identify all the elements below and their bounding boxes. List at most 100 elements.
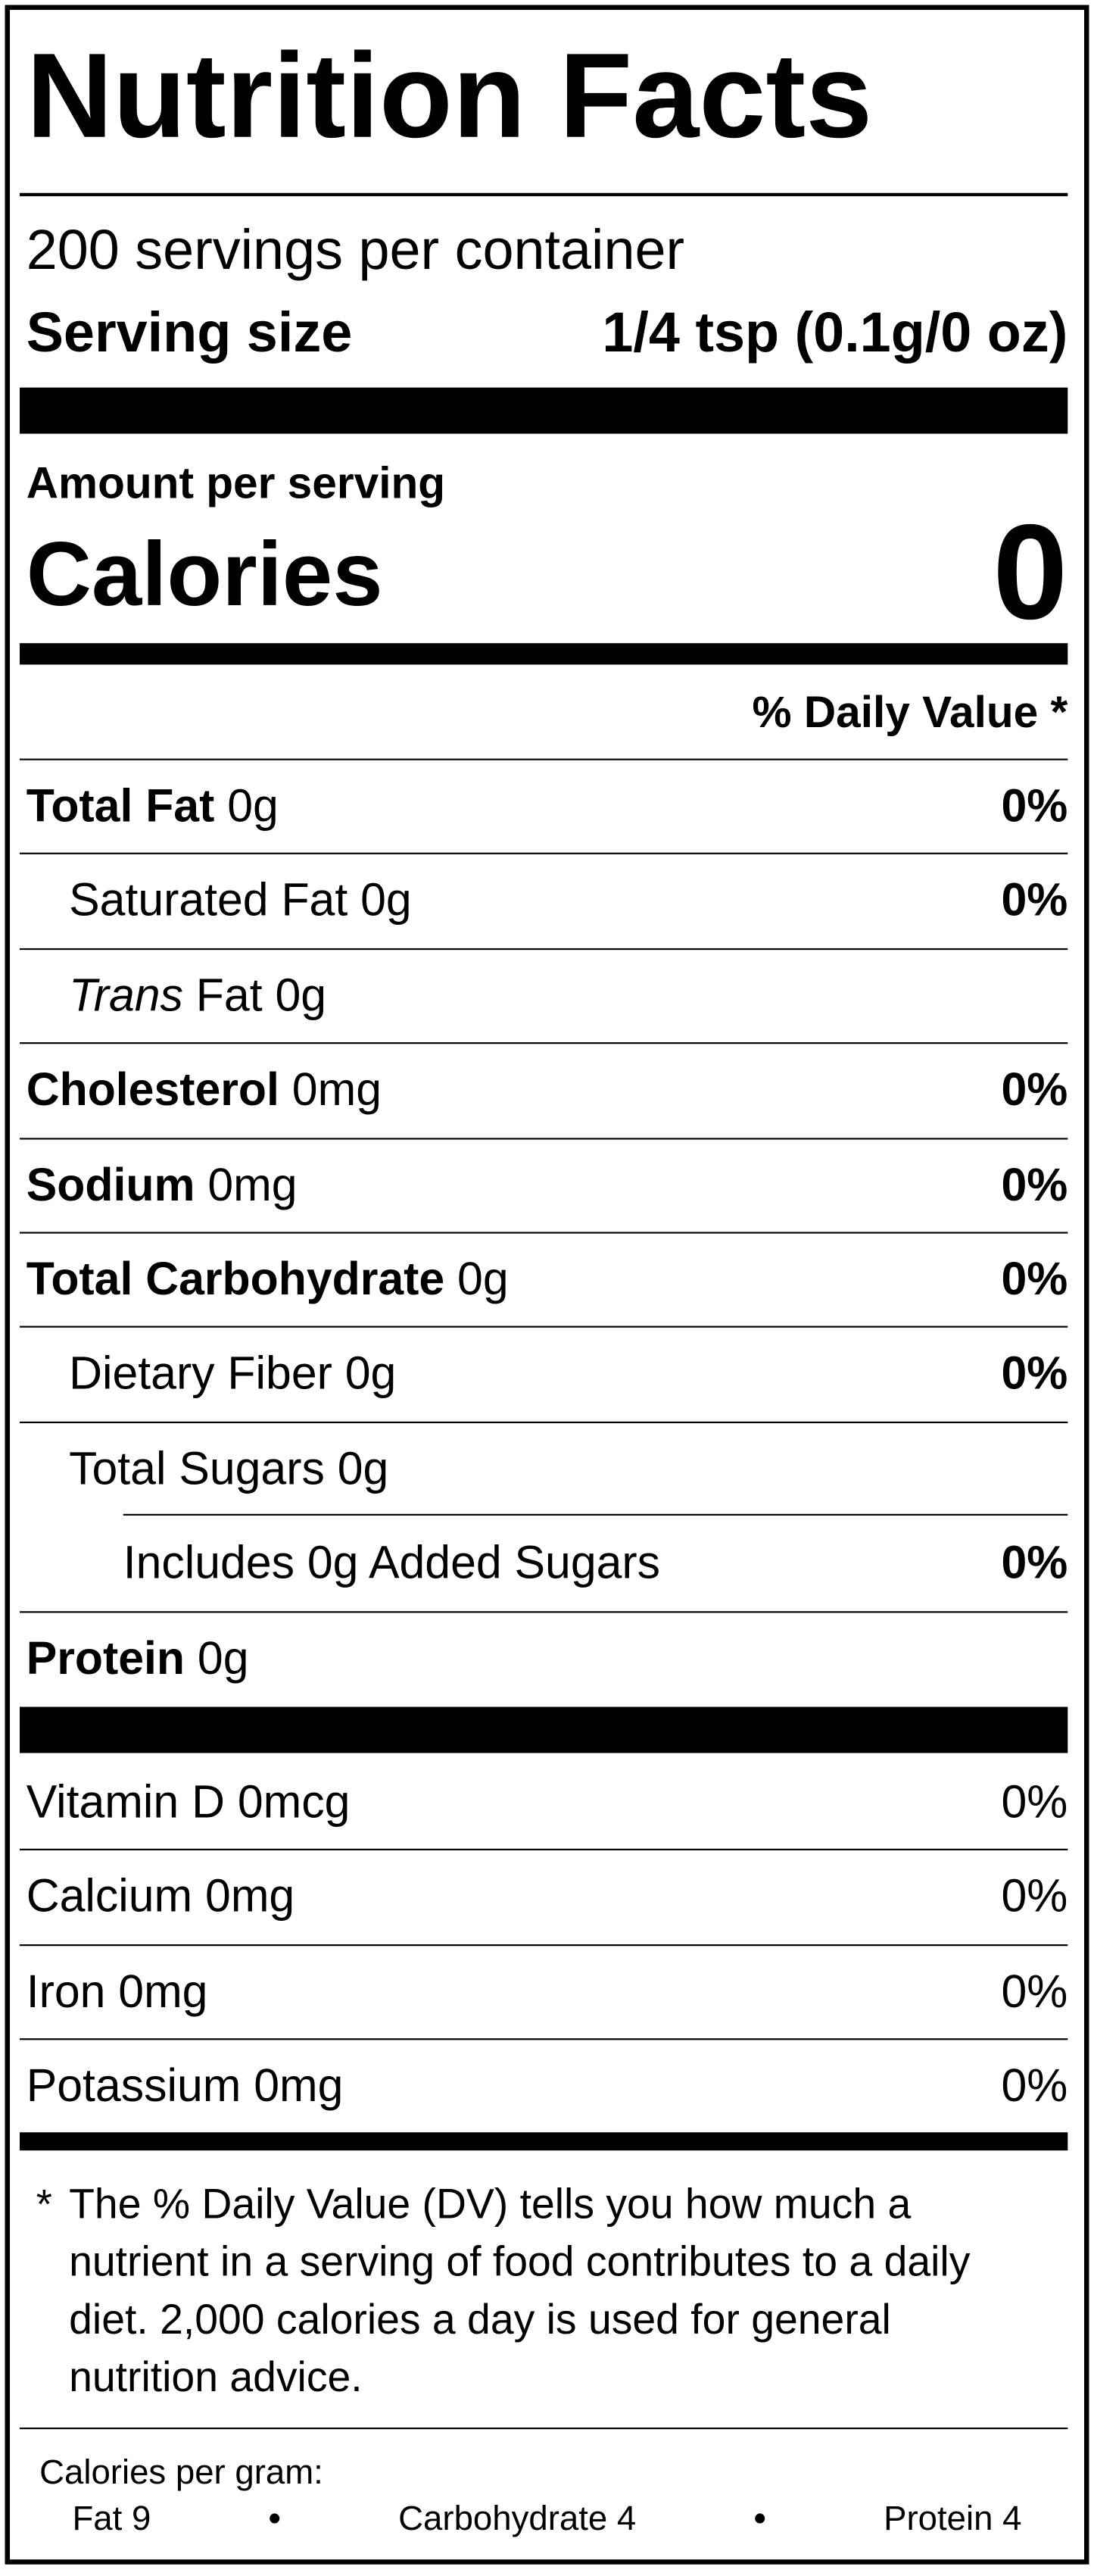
nutrient-dv: 0% [1001, 779, 1068, 832]
vitamin-row: Calcium 0mg 0% [26, 1864, 1068, 1930]
nutrient-amount: 0g [275, 969, 327, 1021]
nutrient-dv: 0% [1001, 874, 1068, 926]
nutrient-amount: 0g [457, 1253, 509, 1305]
rule [20, 758, 1068, 760]
vitamin-name: Vitamin D [26, 1775, 225, 1828]
nutrient-amount: 0g [337, 1442, 389, 1494]
nutrient-dv: 0% [1001, 1537, 1068, 1589]
nutrient-dv: 0% [1001, 1063, 1068, 1116]
rule [20, 1137, 1068, 1139]
rule [20, 1610, 1068, 1613]
nutrient-name: Sodium [26, 1158, 195, 1210]
vitamin-amount: 0mcg [237, 1775, 351, 1828]
rule [20, 948, 1068, 950]
vitamin-row: Iron 0mg 0% [26, 1959, 1068, 2025]
nutrient-row: Total Fat 0g 0% [26, 773, 1068, 839]
nutrient-name: Total Carbohydrate [26, 1253, 445, 1305]
cpg-item: Fat 9 [72, 2500, 151, 2538]
footnote-marker: * [36, 2181, 52, 2228]
nutrient-name: Saturated Fat [69, 874, 348, 926]
calories-per-gram-label: Calories per gram: [39, 2453, 323, 2492]
nutrient-label: Cholesterol 0mg [26, 1064, 382, 1117]
nutrient-row: Total Sugars 0g [69, 1436, 1068, 1502]
vitamin-label: Vitamin D 0mcg [26, 1776, 351, 1829]
rule [20, 1326, 1068, 1329]
calories-label: Calories [26, 523, 383, 626]
nutrient-label: Protein 0g [26, 1632, 249, 1685]
calories: Calories 0 [26, 498, 1068, 648]
nutrient-label: Total Fat 0g [26, 780, 279, 833]
nutrient-name: Dietary Fiber [69, 1347, 332, 1400]
nutrient-label: Sodium 0mg [26, 1159, 298, 1212]
nutrient-row: Sodium 0mg 0% [26, 1152, 1068, 1218]
nutrient-amount: 0mg [291, 1063, 382, 1116]
rule [20, 1042, 1068, 1044]
nutrient-name: Fat [195, 969, 263, 1021]
nutrient-dv: 0% [1001, 1158, 1068, 1210]
vitamin-amount: 0mg [205, 1870, 295, 1922]
nutrient-name: Total Fat [26, 779, 215, 832]
nutrient-amount: 0g [197, 1631, 249, 1684]
rule [123, 1514, 1068, 1516]
bullet: • [753, 2500, 766, 2538]
nutrient-amount: 0mg [207, 1158, 298, 1210]
vitamin-amount: 0mg [254, 2059, 344, 2112]
vitamin-dv: 0% [1001, 2059, 1068, 2112]
nutrient-label: Total Carbohydrate 0g [26, 1254, 509, 1307]
servings: 200 servings per container [26, 219, 685, 283]
bar [20, 643, 1068, 665]
nutrient-label: Saturated Fat 0g [69, 875, 412, 928]
calories-value: 0 [993, 498, 1068, 648]
amount-per-serving: Amount per serving [26, 458, 446, 508]
nutrient-row: Includes 0g Added Sugars 0% [123, 1531, 1068, 1597]
nutrient-row: Cholesterol 0mg 0% [26, 1057, 1068, 1123]
footnote-text: The % Daily Value (DV) tells you how muc… [69, 2181, 971, 2402]
vitamin-dv: 0% [1001, 1965, 1068, 2017]
nutrient-amount: 0g [227, 779, 279, 832]
nutrient-label: Total Sugars 0g [69, 1443, 388, 1496]
nutrient-row: Saturated Fat 0g 0% [69, 868, 1068, 934]
nutrient-name: Trans [69, 969, 183, 1021]
thick-bar [20, 387, 1068, 434]
nutrient-name: Includes 0g Added Sugars [123, 1537, 661, 1589]
vitamin-label: Iron 0mg [26, 1966, 208, 2019]
nutrient-row: Total Carbohydrate 0g 0% [26, 1247, 1068, 1313]
nutrient-dv: 0% [1001, 1347, 1068, 1400]
vitamin-row: Vitamin D 0mcg 0% [26, 1769, 1068, 1835]
vitamin-name: Calcium [26, 1870, 193, 1922]
vitamin-name: Potassium [26, 2059, 242, 2112]
vitamin-label: Calcium 0mg [26, 1871, 295, 1924]
cpg-item: Protein 4 [884, 2500, 1022, 2538]
vitamin-dv: 0% [1001, 1870, 1068, 1922]
rule [20, 853, 1068, 855]
frame [5, 5, 1089, 2565]
vitamin-amount: 0mg [118, 1965, 208, 2017]
rule [20, 1421, 1068, 1423]
rule [20, 1944, 1068, 1946]
dv-header: % Daily Value * [752, 687, 1068, 738]
rule [20, 1849, 1068, 1851]
nutrient-row: Protein 0g [26, 1625, 1068, 1691]
nutrient-label: Trans Fat 0g [69, 970, 326, 1023]
nutrient-label: Includes 0g Added Sugars [123, 1538, 660, 1591]
nutrient-name: Protein [26, 1631, 185, 1684]
rule [20, 192, 1068, 197]
vitamin-row: Potassium 0mg 0% [26, 2053, 1068, 2119]
nutrient-row: Trans Fat 0g [69, 963, 1068, 1029]
serving-size: Serving size 1/4 tsp (0.1g/0 oz) [26, 300, 1068, 366]
nutrient-label: Dietary Fiber 0g [69, 1348, 396, 1401]
serving-size-value: 1/4 tsp (0.1g/0 oz) [602, 301, 1068, 364]
vitamin-name: Iron [26, 1965, 106, 2017]
nutrient-name: Cholesterol [26, 1063, 279, 1116]
nutrient-dv: 0% [1001, 1253, 1068, 1305]
vitamin-label: Potassium 0mg [26, 2060, 344, 2113]
rule [20, 1232, 1068, 1234]
rule [20, 2038, 1068, 2041]
cpg-item: Carbohydrate 4 [398, 2500, 637, 2538]
nutrient-name: Total Sugars [69, 1442, 325, 1494]
vitamin-dv: 0% [1001, 1775, 1068, 1828]
thick-bar [20, 1706, 1068, 1753]
rule [20, 2427, 1068, 2430]
nutrient-row: Dietary Fiber 0g 0% [69, 1341, 1068, 1407]
